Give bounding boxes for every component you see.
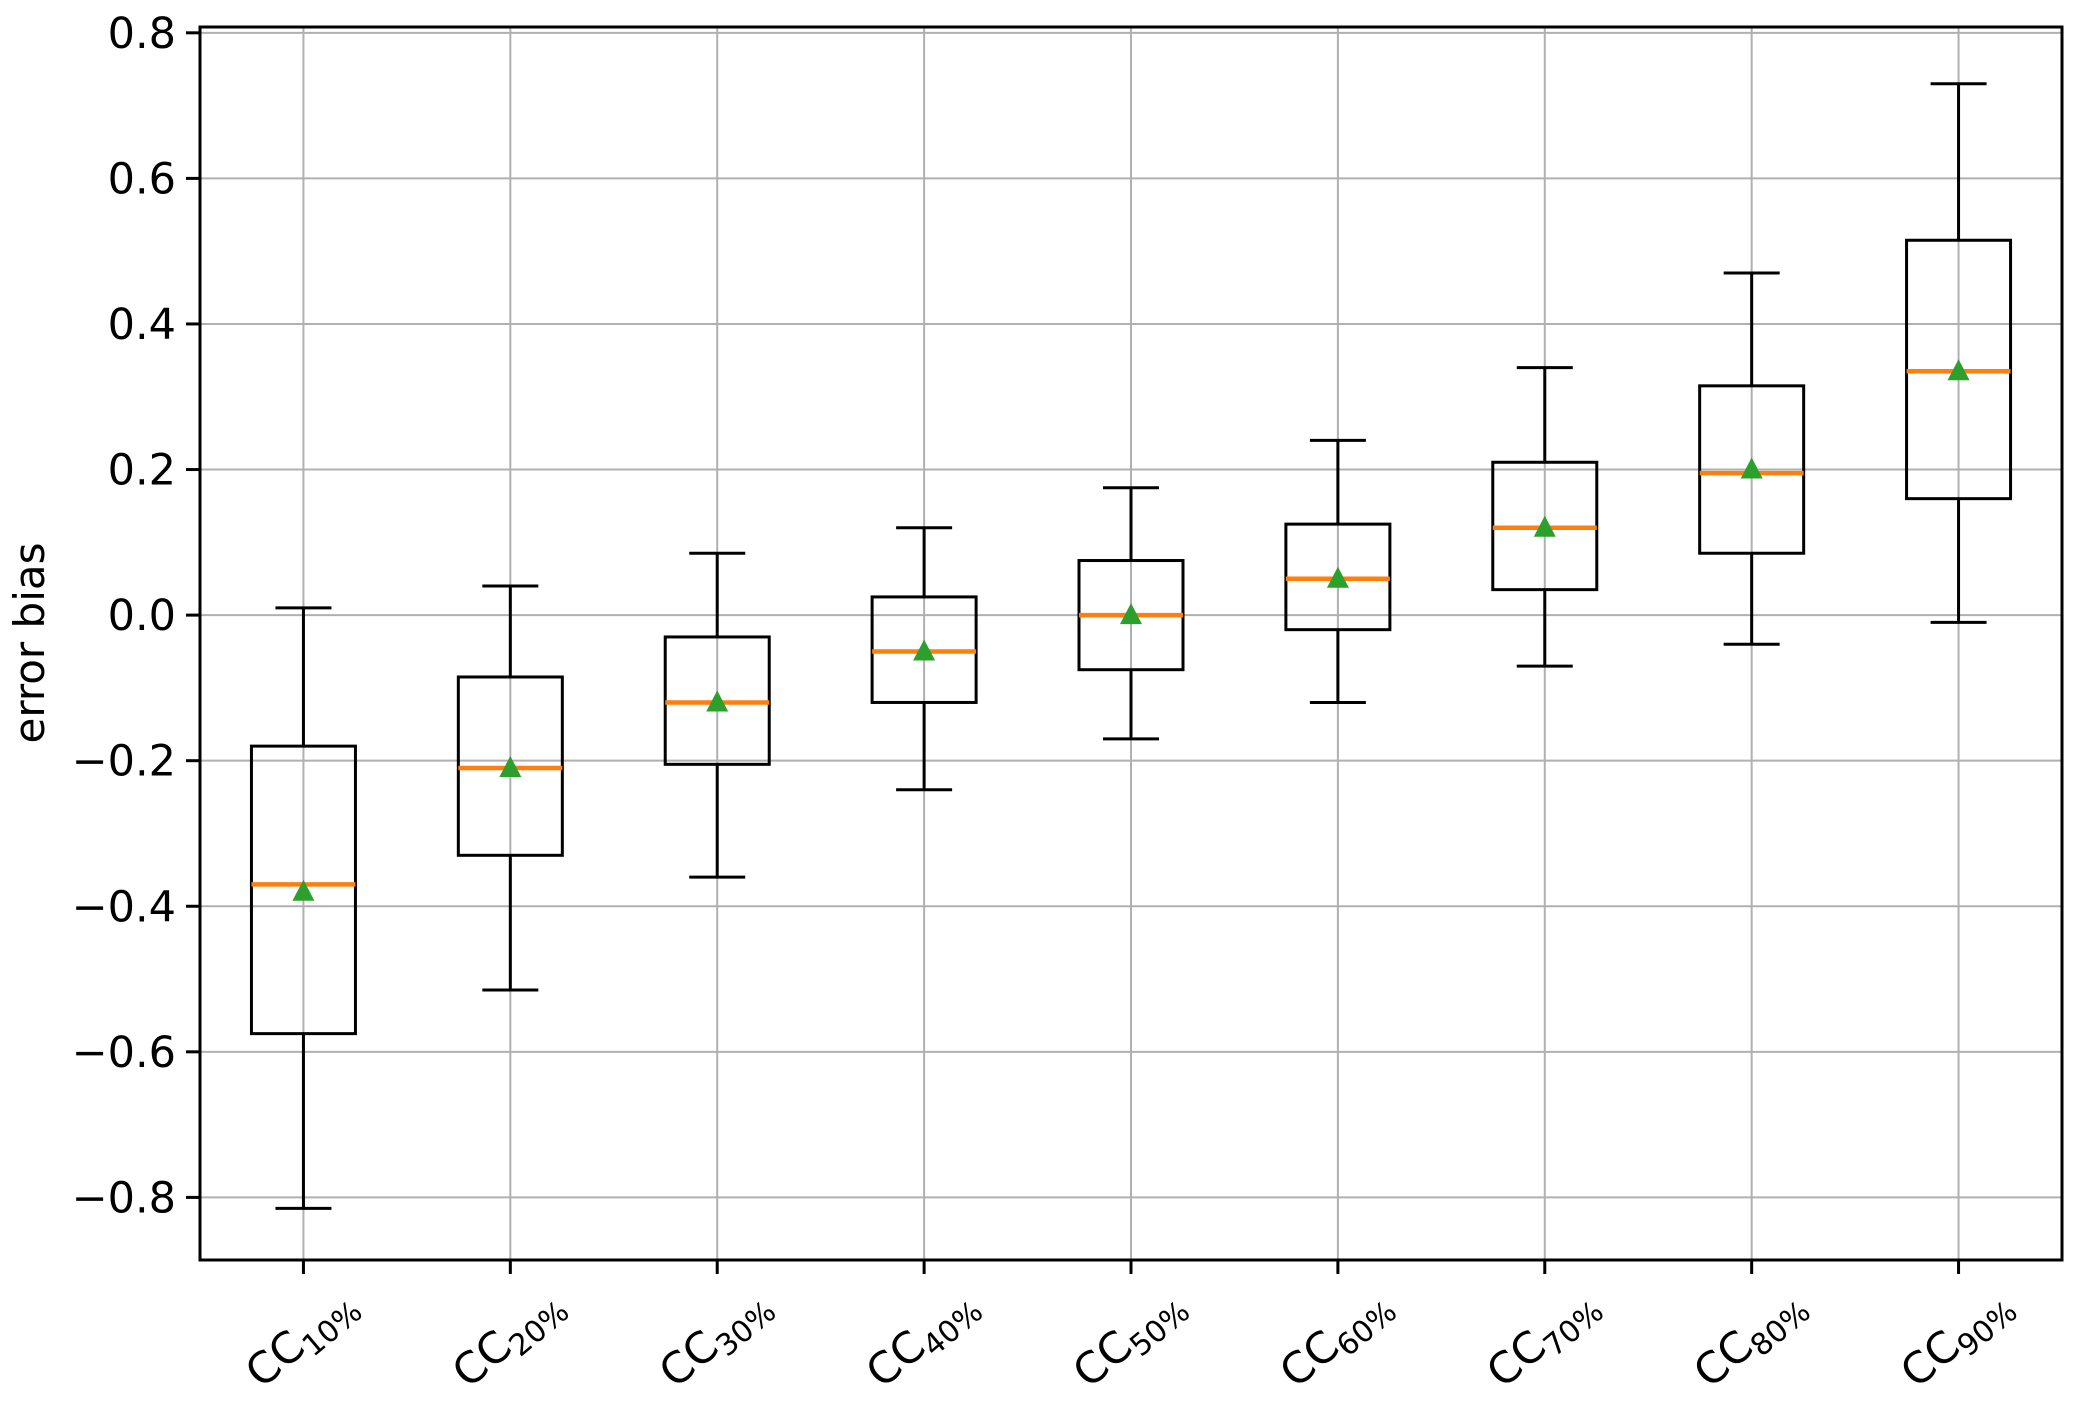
box-group xyxy=(1077,486,1185,741)
y-axis-title: error bias xyxy=(5,543,54,744)
y-tick-label: −0.4 xyxy=(72,882,176,932)
box-group xyxy=(1284,438,1392,704)
mean-marker xyxy=(1120,603,1142,625)
y-tick-label: −0.2 xyxy=(72,737,176,787)
box-group xyxy=(870,526,978,792)
y-tick-label: 0.4 xyxy=(108,300,176,350)
y-tick-label: 0.2 xyxy=(108,446,176,496)
x-tick-label: CC30% xyxy=(650,1278,783,1402)
mean-marker xyxy=(706,690,729,712)
frame-layer xyxy=(198,25,2064,1262)
y-tick-label: 0.6 xyxy=(108,154,176,204)
box-group xyxy=(1491,366,1599,668)
y-tick-label: −0.6 xyxy=(72,1028,176,1078)
mean-marker xyxy=(1326,566,1349,588)
x-tick-label: CC10% xyxy=(236,1278,369,1402)
x-tick-label: CC90% xyxy=(1891,1278,2024,1402)
iqr-box xyxy=(1698,384,1806,555)
x-tick-label: CC70% xyxy=(1478,1278,1611,1402)
mean-marker xyxy=(913,639,936,661)
box-group xyxy=(456,584,564,992)
x-tick-label: CC20% xyxy=(443,1278,576,1402)
x-tick-label: CC40% xyxy=(857,1278,990,1402)
mean-marker xyxy=(292,879,315,901)
box-group xyxy=(1905,82,2013,624)
box-group xyxy=(663,551,771,879)
x-tick-label: CC60% xyxy=(1271,1278,1404,1402)
mean-marker xyxy=(499,755,522,777)
box-layer xyxy=(249,82,2013,1210)
box-group xyxy=(1698,271,1806,646)
mean-marker xyxy=(1533,515,1556,537)
mean-marker xyxy=(1947,359,1970,381)
y-tick-label: −0.8 xyxy=(72,1173,176,1223)
box-group xyxy=(249,606,357,1210)
y-tick-label: 0.8 xyxy=(108,9,176,59)
iqr-box xyxy=(249,744,357,1036)
mean-marker xyxy=(1740,457,1763,479)
label-layer: 0.8 0.6 0.4 0.2 0.0 −0.2 −0.4 −0.6 −0.8 CC10% CC20… xyxy=(72,9,2025,1402)
plot-frame xyxy=(198,25,2064,1262)
y-tick-label: 0.0 xyxy=(108,591,176,641)
x-tick-label: CC80% xyxy=(1685,1278,1818,1402)
tick-layer xyxy=(186,31,1961,1274)
x-tick-label: CC50% xyxy=(1064,1278,1197,1402)
